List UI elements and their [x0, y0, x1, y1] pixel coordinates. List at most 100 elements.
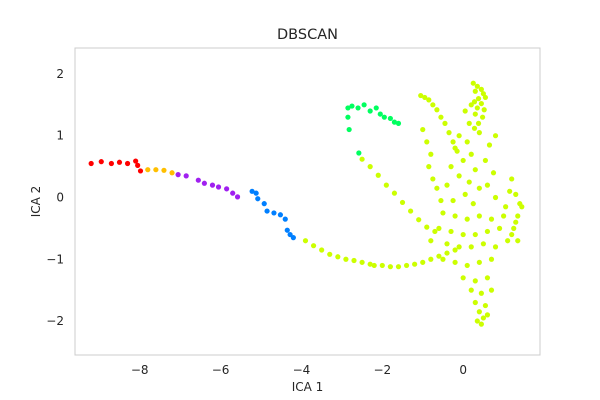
data-point [482, 94, 489, 101]
data-point [452, 213, 458, 219]
data-point [478, 86, 484, 92]
data-point [319, 247, 325, 253]
data-point [249, 188, 255, 194]
data-point [482, 157, 489, 164]
data-point [515, 238, 521, 244]
data-point [428, 256, 434, 262]
data-point [452, 259, 458, 265]
data-point [430, 176, 436, 182]
data-point [395, 120, 402, 126]
data-point [420, 259, 426, 265]
data-point [464, 139, 470, 145]
data-point [422, 94, 428, 101]
data-point [153, 167, 159, 173]
data-point [480, 315, 486, 321]
data-point [381, 114, 387, 120]
data-point [472, 299, 478, 306]
data-point [383, 182, 389, 188]
data-point [444, 182, 450, 188]
data-point [519, 204, 525, 210]
data-point [375, 172, 381, 178]
data-point [116, 159, 123, 165]
data-point [450, 197, 456, 204]
x-tick-labels: −8 −6 −4 −2 0 [131, 363, 467, 377]
data-point [209, 182, 216, 188]
data-point [430, 102, 436, 108]
data-point [224, 186, 230, 192]
data-point [377, 111, 383, 117]
data-point [287, 231, 293, 238]
data-point [434, 185, 440, 191]
data-point [371, 262, 377, 269]
data-point [310, 243, 317, 249]
data-point [474, 83, 480, 89]
data-point [387, 115, 393, 122]
data-point [475, 96, 482, 102]
y-tick-label: 0 [56, 190, 64, 204]
data-point [479, 114, 486, 120]
data-point [436, 225, 442, 231]
data-point [472, 231, 478, 238]
data-point [302, 238, 309, 244]
x-tick-label: −6 [212, 363, 230, 377]
data-point [412, 261, 418, 267]
data-point [460, 231, 466, 238]
data-point [255, 196, 261, 202]
data-point [468, 244, 474, 250]
data-point [416, 217, 422, 223]
data-point [175, 172, 181, 178]
y-tick-label: −1 [46, 252, 64, 266]
y-tick-label: 2 [56, 67, 64, 81]
data-point [195, 177, 201, 183]
data-point [359, 156, 365, 162]
data-point [108, 160, 114, 167]
data-point [456, 133, 462, 139]
data-point [261, 201, 267, 207]
data-point [327, 251, 333, 257]
data-point [436, 253, 442, 259]
data-point [490, 170, 497, 176]
data-point [264, 208, 270, 214]
data-point [484, 312, 491, 318]
data-point [395, 264, 402, 270]
data-point [470, 201, 476, 207]
data-point [478, 290, 484, 296]
data-point [434, 107, 440, 113]
x-tick-label: 0 [459, 363, 467, 377]
data-point [277, 212, 284, 218]
x-tick-label: −8 [131, 363, 149, 377]
data-point [492, 133, 499, 139]
data-point [448, 164, 454, 170]
data-point [468, 287, 474, 293]
y-tick-label: 1 [56, 129, 64, 143]
data-point [468, 151, 474, 157]
data-point [476, 309, 482, 315]
x-tick-label: −2 [373, 363, 391, 377]
data-point [456, 244, 462, 250]
data-point [355, 105, 361, 111]
data-point [513, 219, 519, 225]
data-point [215, 184, 222, 190]
data-point [356, 150, 362, 156]
data-point [466, 120, 472, 126]
data-point [346, 126, 352, 133]
data-point [438, 197, 444, 204]
data-point [373, 105, 379, 111]
x-tick-label: −4 [293, 363, 311, 377]
data-point [98, 159, 104, 165]
data-point [474, 318, 480, 324]
data-point [456, 173, 462, 179]
data-point [426, 97, 432, 103]
data-point [509, 176, 515, 182]
data-point [488, 256, 495, 262]
data-points [88, 80, 525, 327]
data-point [452, 145, 458, 151]
data-point [488, 287, 495, 293]
data-point [418, 92, 424, 99]
data-point [432, 228, 438, 235]
y-tick-label: −2 [46, 314, 64, 328]
data-point [484, 182, 491, 188]
data-point [466, 179, 472, 185]
data-point [420, 126, 426, 133]
data-point [492, 244, 499, 250]
